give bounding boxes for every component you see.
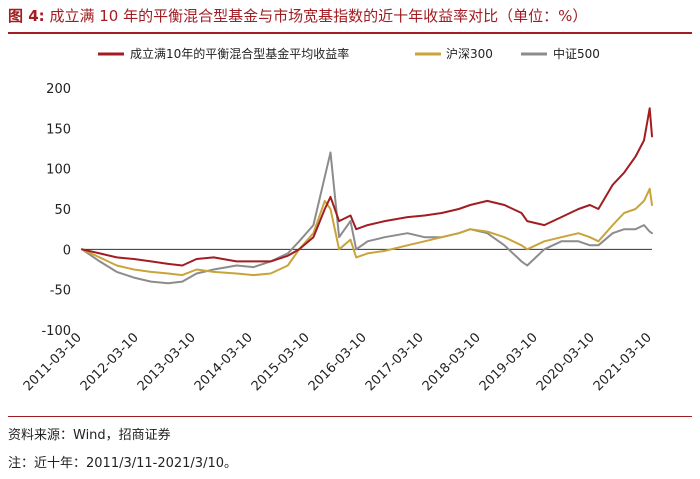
y-tick-label: 150	[46, 122, 71, 137]
legend-label: 沪深300	[446, 47, 493, 61]
x-tick-label: 2021-03-10	[591, 330, 655, 394]
figure-title: 图 4: 成立满 10 年的平衡混合型基金与市场宽基指数的近十年收益率对比（单位…	[8, 4, 692, 28]
date-range-note: 注：近十年：2011/3/11-2021/3/10。	[8, 456, 238, 471]
y-tick-label: 0	[63, 243, 71, 258]
y-tick-label: -50	[50, 284, 71, 299]
y-tick-label: 50	[54, 203, 71, 218]
x-tick-label: 2017-03-10	[363, 330, 427, 394]
x-tick-label: 2016-03-10	[306, 330, 370, 394]
x-tick-label: 2020-03-10	[534, 330, 598, 394]
y-tick-label: 100	[46, 163, 71, 178]
y-tick-label: -100	[41, 324, 71, 339]
x-tick-label: 2013-03-10	[135, 330, 199, 394]
legend-label: 成立满10年的平衡混合型基金平均收益率	[130, 46, 349, 61]
x-tick-label: 2012-03-10	[78, 330, 142, 394]
source-note: 资料来源：Wind，招商证券	[8, 428, 171, 443]
figure-label: 图 4:	[8, 7, 45, 25]
series-line	[81, 107, 653, 267]
x-tick-label: 2018-03-10	[420, 330, 484, 394]
x-tick-label: 2011-03-10	[21, 330, 85, 394]
line-chart: 成立满10年的平衡混合型基金平均收益率 沪深300 中证500 -100 -50 0 50 1…	[21, 46, 655, 394]
y-tick-label: 200	[46, 82, 71, 97]
series-line	[81, 187, 653, 277]
series-line	[81, 151, 653, 285]
x-tick-label: 2014-03-10	[192, 330, 256, 394]
x-tick-label: 2019-03-10	[477, 330, 541, 394]
x-tick-label: 2015-03-10	[249, 330, 313, 394]
figure-title-text: 成立满 10 年的平衡混合型基金与市场宽基指数的近十年收益率对比（单位：%）	[49, 7, 588, 25]
footer-divider	[8, 416, 692, 417]
title-divider	[8, 32, 692, 34]
legend-label: 中证500	[553, 46, 600, 61]
